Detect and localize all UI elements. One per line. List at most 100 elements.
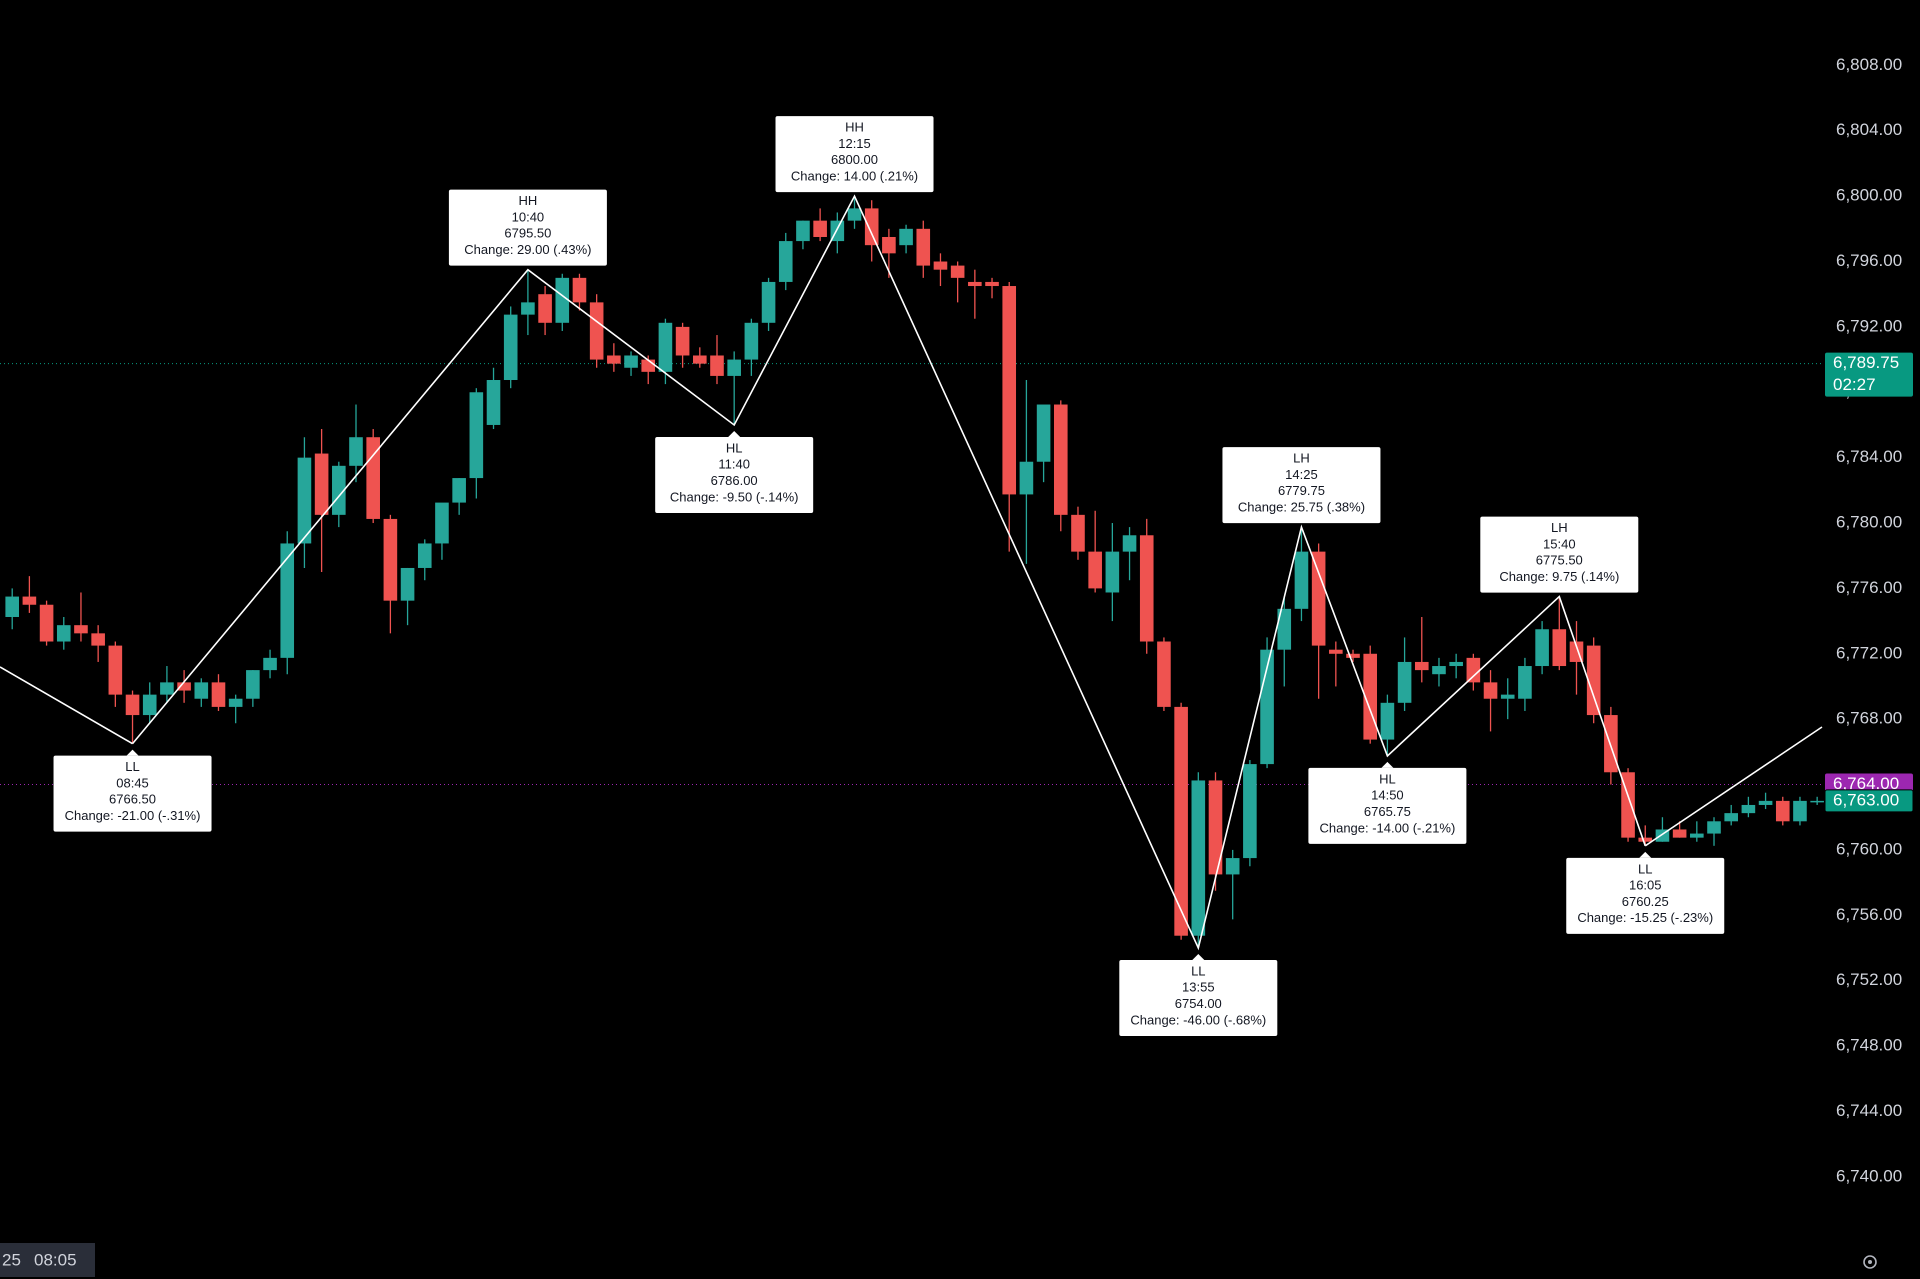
candle-body bbox=[1071, 514, 1085, 552]
candle-body bbox=[589, 302, 604, 360]
candle-body bbox=[1174, 706, 1188, 936]
pivot-value-label: 6775.50 bbox=[1536, 553, 1583, 568]
candle-body bbox=[1105, 551, 1120, 593]
pivot-label: LL bbox=[1191, 963, 1205, 978]
candle-body bbox=[297, 457, 312, 544]
candle-body bbox=[1243, 764, 1257, 859]
pivot-pointer bbox=[1381, 761, 1394, 768]
pivot-box bbox=[1566, 857, 1725, 934]
candle-body bbox=[349, 437, 363, 466]
pivot-label: LL bbox=[1638, 861, 1652, 876]
candle-body bbox=[1397, 661, 1412, 703]
candle-body bbox=[1294, 551, 1309, 609]
pivot-change: Change: -15.25 (-.23%) bbox=[1577, 910, 1713, 925]
y-tick-label: 6,752.00 bbox=[1836, 970, 1902, 989]
candle-body bbox=[1036, 404, 1051, 462]
y-tick-label: 6,772.00 bbox=[1836, 643, 1902, 662]
candle-body bbox=[1793, 800, 1807, 822]
candle-body bbox=[1329, 649, 1343, 654]
pivot-value-label: 6766.50 bbox=[109, 792, 156, 807]
settings-icon[interactable] bbox=[1863, 1255, 1877, 1269]
candle-body bbox=[950, 265, 965, 278]
candle-body bbox=[366, 437, 380, 519]
candle-body bbox=[1277, 608, 1292, 650]
candle-body bbox=[1775, 800, 1790, 822]
candle-body bbox=[658, 322, 673, 372]
pivot-label: HL bbox=[1379, 771, 1396, 786]
candle-body bbox=[1088, 551, 1102, 589]
candle-body bbox=[985, 281, 999, 287]
candle-body bbox=[91, 633, 105, 646]
pivot-box bbox=[1480, 516, 1639, 593]
candle-body bbox=[125, 694, 140, 716]
pivot-change: Change: 14.00 (.21%) bbox=[791, 168, 918, 183]
pivot-value-label: 6765.75 bbox=[1364, 804, 1411, 819]
candle-body bbox=[332, 465, 346, 515]
candle-body bbox=[1414, 661, 1429, 671]
candle-body bbox=[1053, 404, 1068, 515]
pivot-time: 16:05 bbox=[1629, 878, 1662, 893]
candle-body bbox=[160, 682, 174, 695]
candle-body bbox=[1225, 858, 1240, 875]
candle-body bbox=[675, 326, 690, 356]
candle-body bbox=[469, 392, 484, 479]
pivot-change: Change: -9.50 (-.14%) bbox=[670, 489, 799, 504]
candle-body bbox=[228, 698, 243, 707]
settings-ring[interactable] bbox=[1863, 1255, 1877, 1269]
candle-body bbox=[246, 670, 260, 699]
candle-body bbox=[435, 502, 449, 544]
candle-body bbox=[1638, 837, 1653, 842]
price-tag-label: 6,764.00 bbox=[1833, 774, 1899, 793]
zigzag-lead bbox=[0, 666, 133, 745]
settings-dot[interactable] bbox=[1868, 1260, 1872, 1264]
candle-body bbox=[1672, 829, 1687, 838]
zigzag-tail bbox=[1644, 726, 1823, 847]
pivot-label: HL bbox=[726, 440, 743, 455]
pivot-pointer bbox=[728, 430, 741, 437]
candle-body bbox=[813, 220, 827, 237]
candle-body bbox=[916, 228, 931, 266]
candle-body bbox=[710, 355, 724, 376]
pivot-change: Change: 29.00 (.43%) bbox=[464, 242, 591, 257]
pivot-label: HH bbox=[519, 193, 538, 208]
y-tick-label: 6,748.00 bbox=[1836, 1036, 1902, 1055]
candle-body bbox=[538, 294, 552, 323]
pivot-label: LH bbox=[1551, 520, 1568, 535]
pivot-change: Change: -14.00 (-.21%) bbox=[1319, 820, 1455, 835]
y-tick-label: 6,808.00 bbox=[1836, 55, 1902, 74]
candle-body bbox=[1500, 694, 1515, 699]
candle-body bbox=[263, 657, 277, 671]
candle-body bbox=[778, 241, 793, 282]
pivot-change: Change: -21.00 (-.31%) bbox=[65, 808, 201, 823]
candle-body bbox=[142, 694, 157, 716]
candle-body bbox=[1690, 833, 1704, 838]
y-tick-label: 6,792.00 bbox=[1836, 316, 1902, 335]
zigzag-line bbox=[131, 194, 1647, 951]
candle-body bbox=[1191, 780, 1206, 936]
candle-body bbox=[1139, 535, 1154, 642]
candle-body bbox=[555, 277, 570, 323]
pivot-box bbox=[775, 116, 934, 193]
price-tag-label: 6,789.75 bbox=[1833, 353, 1899, 372]
candle-body bbox=[968, 281, 982, 287]
candle-body bbox=[933, 261, 948, 270]
candle-body bbox=[882, 236, 896, 254]
pivot-value-label: 6786.00 bbox=[711, 473, 758, 488]
candle-body bbox=[899, 228, 913, 246]
candle-body bbox=[452, 478, 466, 503]
pivot-value-label: 6754.00 bbox=[1175, 996, 1222, 1011]
candle-body bbox=[1707, 821, 1721, 834]
candle-body bbox=[1002, 286, 1017, 495]
pivot-time: 14:50 bbox=[1371, 788, 1404, 803]
candle-body bbox=[503, 314, 518, 381]
pivot-label: HH bbox=[845, 120, 864, 135]
candle-body bbox=[1552, 629, 1567, 667]
price-tag-countdown: 02:27 bbox=[1833, 375, 1876, 394]
candle-body bbox=[177, 682, 191, 691]
